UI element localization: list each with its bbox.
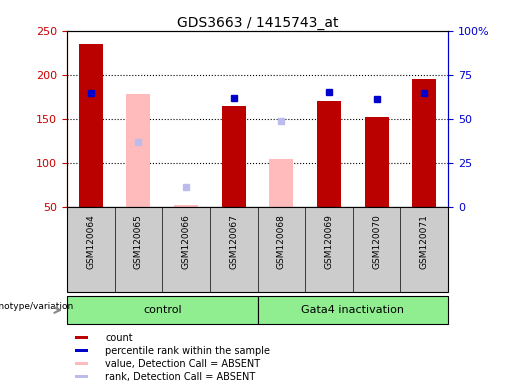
Bar bbox=[269, 159, 293, 207]
Text: Gata4 inactivation: Gata4 inactivation bbox=[301, 305, 404, 315]
Text: rank, Detection Call = ABSENT: rank, Detection Call = ABSENT bbox=[105, 372, 255, 382]
Bar bbox=[258, 296, 448, 324]
Title: GDS3663 / 1415743_at: GDS3663 / 1415743_at bbox=[177, 16, 338, 30]
Bar bbox=[127, 94, 150, 207]
Bar bbox=[174, 205, 198, 207]
Bar bbox=[413, 79, 436, 207]
Bar bbox=[317, 101, 341, 207]
Text: GSM120069: GSM120069 bbox=[324, 214, 333, 269]
Text: GSM120067: GSM120067 bbox=[229, 214, 238, 269]
Text: control: control bbox=[143, 305, 182, 315]
Bar bbox=[222, 106, 246, 207]
Text: GSM120064: GSM120064 bbox=[87, 214, 95, 269]
Text: GSM120068: GSM120068 bbox=[277, 214, 286, 269]
Text: GSM120070: GSM120070 bbox=[372, 214, 381, 269]
Bar bbox=[75, 375, 88, 378]
Text: GSM120065: GSM120065 bbox=[134, 214, 143, 269]
Bar bbox=[75, 362, 88, 365]
Bar bbox=[79, 44, 102, 207]
Bar bbox=[365, 117, 388, 207]
Text: GSM120066: GSM120066 bbox=[182, 214, 191, 269]
Text: genotype/variation: genotype/variation bbox=[0, 302, 73, 311]
Text: GSM120071: GSM120071 bbox=[420, 214, 428, 269]
Bar bbox=[75, 336, 88, 339]
Text: percentile rank within the sample: percentile rank within the sample bbox=[105, 346, 270, 356]
Text: count: count bbox=[105, 333, 133, 343]
Bar bbox=[75, 349, 88, 352]
Bar bbox=[67, 296, 258, 324]
Text: value, Detection Call = ABSENT: value, Detection Call = ABSENT bbox=[105, 359, 260, 369]
